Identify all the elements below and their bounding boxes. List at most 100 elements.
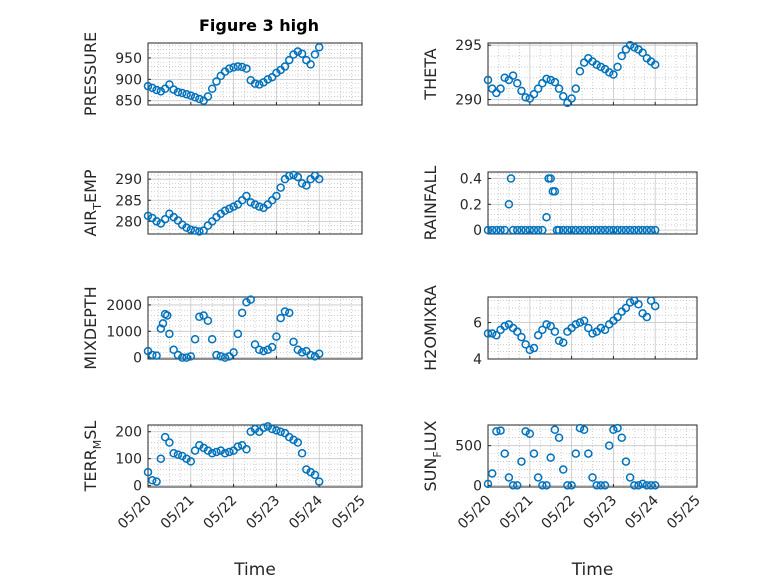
data-point — [571, 320, 581, 329]
data-point — [500, 449, 509, 458]
data-point — [242, 445, 251, 454]
panel-top-right: 290 295 THETA — [421, 38, 698, 109]
data-point — [613, 62, 622, 72]
data-point — [250, 340, 260, 349]
data-point — [500, 73, 509, 83]
data-point — [571, 84, 581, 93]
y-tick-label: 900 — [115, 72, 142, 88]
data-point — [225, 447, 234, 457]
data-point — [550, 327, 560, 336]
data-point — [177, 353, 187, 362]
panel-bottom-left: 0 100 200 TERRMSL 05/20 05/21 05/22 05/23 05/24 0… — [81, 421, 369, 580]
data-point — [203, 92, 213, 101]
data-point — [246, 198, 255, 207]
y-axis-label-rest: LUX — [421, 420, 440, 451]
data-point — [521, 225, 530, 235]
data-point — [190, 334, 200, 344]
data-point — [293, 345, 303, 355]
series-points — [483, 423, 660, 490]
data-point — [487, 329, 497, 338]
data-point — [496, 84, 505, 93]
data-point — [302, 55, 311, 65]
data-point — [263, 345, 273, 355]
data-point — [297, 49, 307, 58]
data-point — [487, 469, 497, 478]
y-axis-label-main: H2OMIXRA — [421, 285, 440, 371]
y-tick-label: 1000 — [106, 324, 142, 340]
data-point — [600, 481, 610, 490]
data-point — [156, 219, 166, 228]
y-tick-label: 290 — [115, 172, 142, 188]
data-point — [529, 343, 539, 353]
data-point — [216, 352, 226, 361]
data-point — [195, 312, 204, 322]
y-axis-label-subscript: M — [91, 440, 104, 450]
data-point — [190, 93, 200, 102]
data-point — [229, 202, 238, 211]
axes-box — [487, 296, 698, 360]
data-point — [169, 85, 178, 94]
data-point — [160, 214, 170, 224]
data-point — [272, 191, 281, 201]
data-point — [225, 204, 234, 213]
data-point — [621, 457, 631, 466]
data-point — [592, 60, 601, 70]
data-point — [272, 426, 281, 435]
data-point — [650, 225, 660, 235]
data-point — [609, 225, 618, 235]
data-point — [250, 200, 260, 209]
grid — [487, 297, 698, 360]
panel-row3-left: 0 1000 2000 MIXDEPTH — [81, 286, 363, 370]
data-point — [634, 300, 643, 309]
data-point — [199, 311, 208, 320]
data-point — [152, 477, 161, 486]
data-point — [609, 425, 618, 435]
data-point — [567, 225, 576, 235]
data-point — [212, 350, 221, 360]
data-point — [182, 353, 191, 362]
data-point — [517, 86, 526, 96]
data-point — [517, 225, 526, 235]
data-point — [650, 301, 660, 311]
data-point — [284, 55, 294, 65]
data-point — [246, 295, 255, 304]
x-tick-label: 05/20 — [115, 493, 155, 533]
panel-row2-left: 280 285 290 AIRTEMP — [81, 169, 363, 237]
data-point — [538, 78, 547, 88]
data-point — [588, 329, 597, 338]
data-point — [513, 225, 522, 235]
data-point — [500, 225, 509, 235]
data-point — [165, 329, 174, 339]
data-point — [169, 449, 178, 458]
data-point — [584, 449, 593, 458]
data-point — [207, 334, 217, 344]
data-point — [143, 211, 153, 221]
data-point — [609, 70, 618, 79]
y-axis-label-main: TERR — [81, 449, 100, 492]
data-point — [617, 225, 627, 235]
data-point — [634, 225, 643, 235]
data-point — [156, 324, 166, 333]
data-point — [575, 423, 585, 433]
data-point — [596, 481, 606, 490]
data-point — [148, 476, 157, 485]
data-point — [289, 337, 298, 347]
data-point — [259, 346, 268, 356]
data-point — [186, 91, 196, 100]
data-point — [255, 345, 264, 355]
axes-box — [487, 424, 698, 488]
data-point — [250, 79, 260, 88]
data-point — [242, 191, 251, 201]
data-point — [242, 298, 251, 307]
grid — [487, 172, 698, 234]
y-tick-label: 500 — [455, 439, 482, 455]
data-point — [220, 449, 230, 458]
data-point — [571, 225, 581, 235]
data-point — [186, 225, 196, 235]
grid — [147, 43, 363, 106]
series-points — [143, 422, 324, 486]
data-point — [579, 225, 589, 235]
data-point — [284, 171, 294, 181]
data-point — [314, 174, 324, 184]
data-point — [496, 426, 505, 435]
